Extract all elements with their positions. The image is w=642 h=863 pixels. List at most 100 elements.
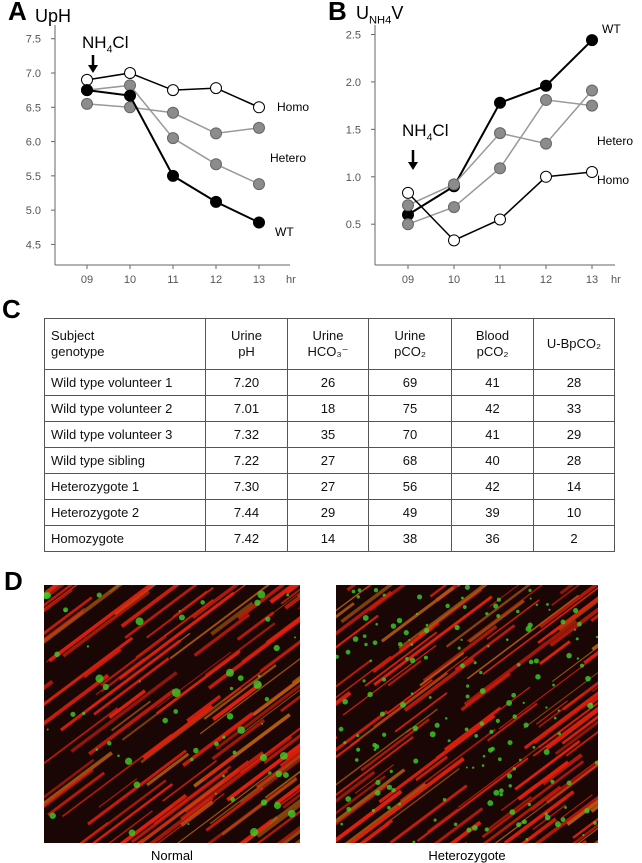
green-spot: [546, 602, 549, 606]
green-spot: [357, 588, 362, 592]
green-spot: [273, 801, 282, 810]
fiber: [399, 728, 496, 802]
green-spot: [162, 717, 168, 724]
green-spot: [117, 754, 120, 758]
green-spot: [474, 733, 479, 738]
green-spot: [200, 600, 205, 605]
data-point: [210, 82, 222, 95]
green-spot: [544, 814, 551, 821]
fiber: [486, 702, 538, 742]
fiber: [551, 585, 581, 606]
table-cell: 28: [533, 447, 615, 474]
green-spot: [86, 645, 90, 648]
fiber: [203, 664, 277, 720]
green-spot: [528, 588, 532, 593]
table-row: Homozygote 7.42 14 38 36 2: [44, 525, 615, 552]
fiber: [415, 755, 448, 782]
header-text: pH: [238, 344, 255, 359]
green-spot: [496, 614, 501, 618]
fiber: [419, 651, 465, 687]
green-spot: [447, 739, 451, 743]
green-spot: [49, 812, 56, 819]
fiber: [443, 706, 501, 751]
fiber: [541, 753, 583, 786]
fiber: [100, 635, 167, 687]
data-point: [253, 178, 265, 191]
fiber: [0, 636, 24, 664]
green-spot: [232, 750, 237, 755]
green-spot: [533, 658, 539, 664]
fiber: [83, 648, 122, 679]
green-spot: [382, 677, 387, 682]
green-spot: [462, 605, 467, 609]
header-cell: Subject genotype: [44, 318, 206, 370]
green-spot: [63, 607, 69, 613]
fiber: [364, 631, 438, 687]
data-point: [253, 101, 265, 114]
green-spot: [178, 614, 185, 621]
table-cell: 41: [451, 421, 534, 448]
table-cell: 35: [287, 421, 369, 448]
chart-title-part: NH4: [369, 15, 391, 27]
fiber: [44, 673, 110, 726]
fiber: [517, 760, 570, 801]
green-spot: [460, 638, 463, 642]
green-spot: [374, 744, 380, 750]
green-spot: [465, 766, 468, 769]
fiber: [48, 585, 153, 663]
table-row: Heterozygote 1 7.30 27 56 42 14: [44, 473, 615, 500]
green-spot: [128, 829, 136, 837]
fiber: [591, 643, 598, 651]
green-spot: [544, 812, 548, 816]
green-spot: [356, 595, 360, 599]
fiber: [263, 733, 300, 764]
fiber: [509, 796, 568, 841]
fiber: [191, 585, 240, 619]
fiber: [210, 601, 254, 636]
fiber: [259, 758, 300, 791]
green-spot: [389, 769, 393, 773]
table-cell: 14: [533, 473, 615, 500]
fiber: [44, 768, 94, 809]
green-spot: [396, 617, 403, 624]
green-spot: [264, 696, 270, 702]
green-spot: [70, 711, 76, 717]
green-spot: [507, 740, 513, 746]
fiber: [215, 683, 300, 750]
green-spot: [464, 727, 469, 732]
green-spot: [564, 806, 567, 809]
y-tick-label: 1.5: [346, 124, 361, 136]
fiber: [466, 585, 544, 642]
x-tick-label: 11: [167, 274, 178, 286]
green-spot: [391, 787, 396, 793]
fiber: [336, 768, 406, 823]
fiber: [498, 653, 598, 730]
green-spot: [374, 790, 381, 796]
green-spot: [356, 734, 360, 738]
fiber: [545, 707, 598, 751]
green-spot: [577, 621, 582, 627]
green-spot: [336, 654, 339, 659]
green-spot: [575, 637, 579, 641]
green-spot: [342, 698, 348, 705]
y-tick-label: 2.0: [346, 77, 361, 89]
green-spot: [481, 764, 485, 767]
green-spot: [415, 612, 419, 616]
data-point: [586, 84, 598, 97]
y-tick-label: 0.5: [346, 219, 361, 231]
green-spot: [557, 732, 561, 736]
green-spot: [522, 819, 527, 825]
green-spot: [511, 692, 517, 698]
fiber: [336, 727, 412, 786]
green-spot: [412, 840, 416, 843]
chart-title: UNH4V: [356, 3, 403, 27]
fiber: [142, 704, 214, 760]
green-spot: [95, 674, 104, 683]
fiber: [523, 671, 598, 729]
data-point: [402, 186, 414, 199]
green-spot: [560, 619, 566, 625]
fiber: [284, 594, 300, 610]
fiber: [346, 585, 357, 592]
fiber: [120, 804, 174, 843]
header-text: pCO₂: [476, 344, 509, 359]
